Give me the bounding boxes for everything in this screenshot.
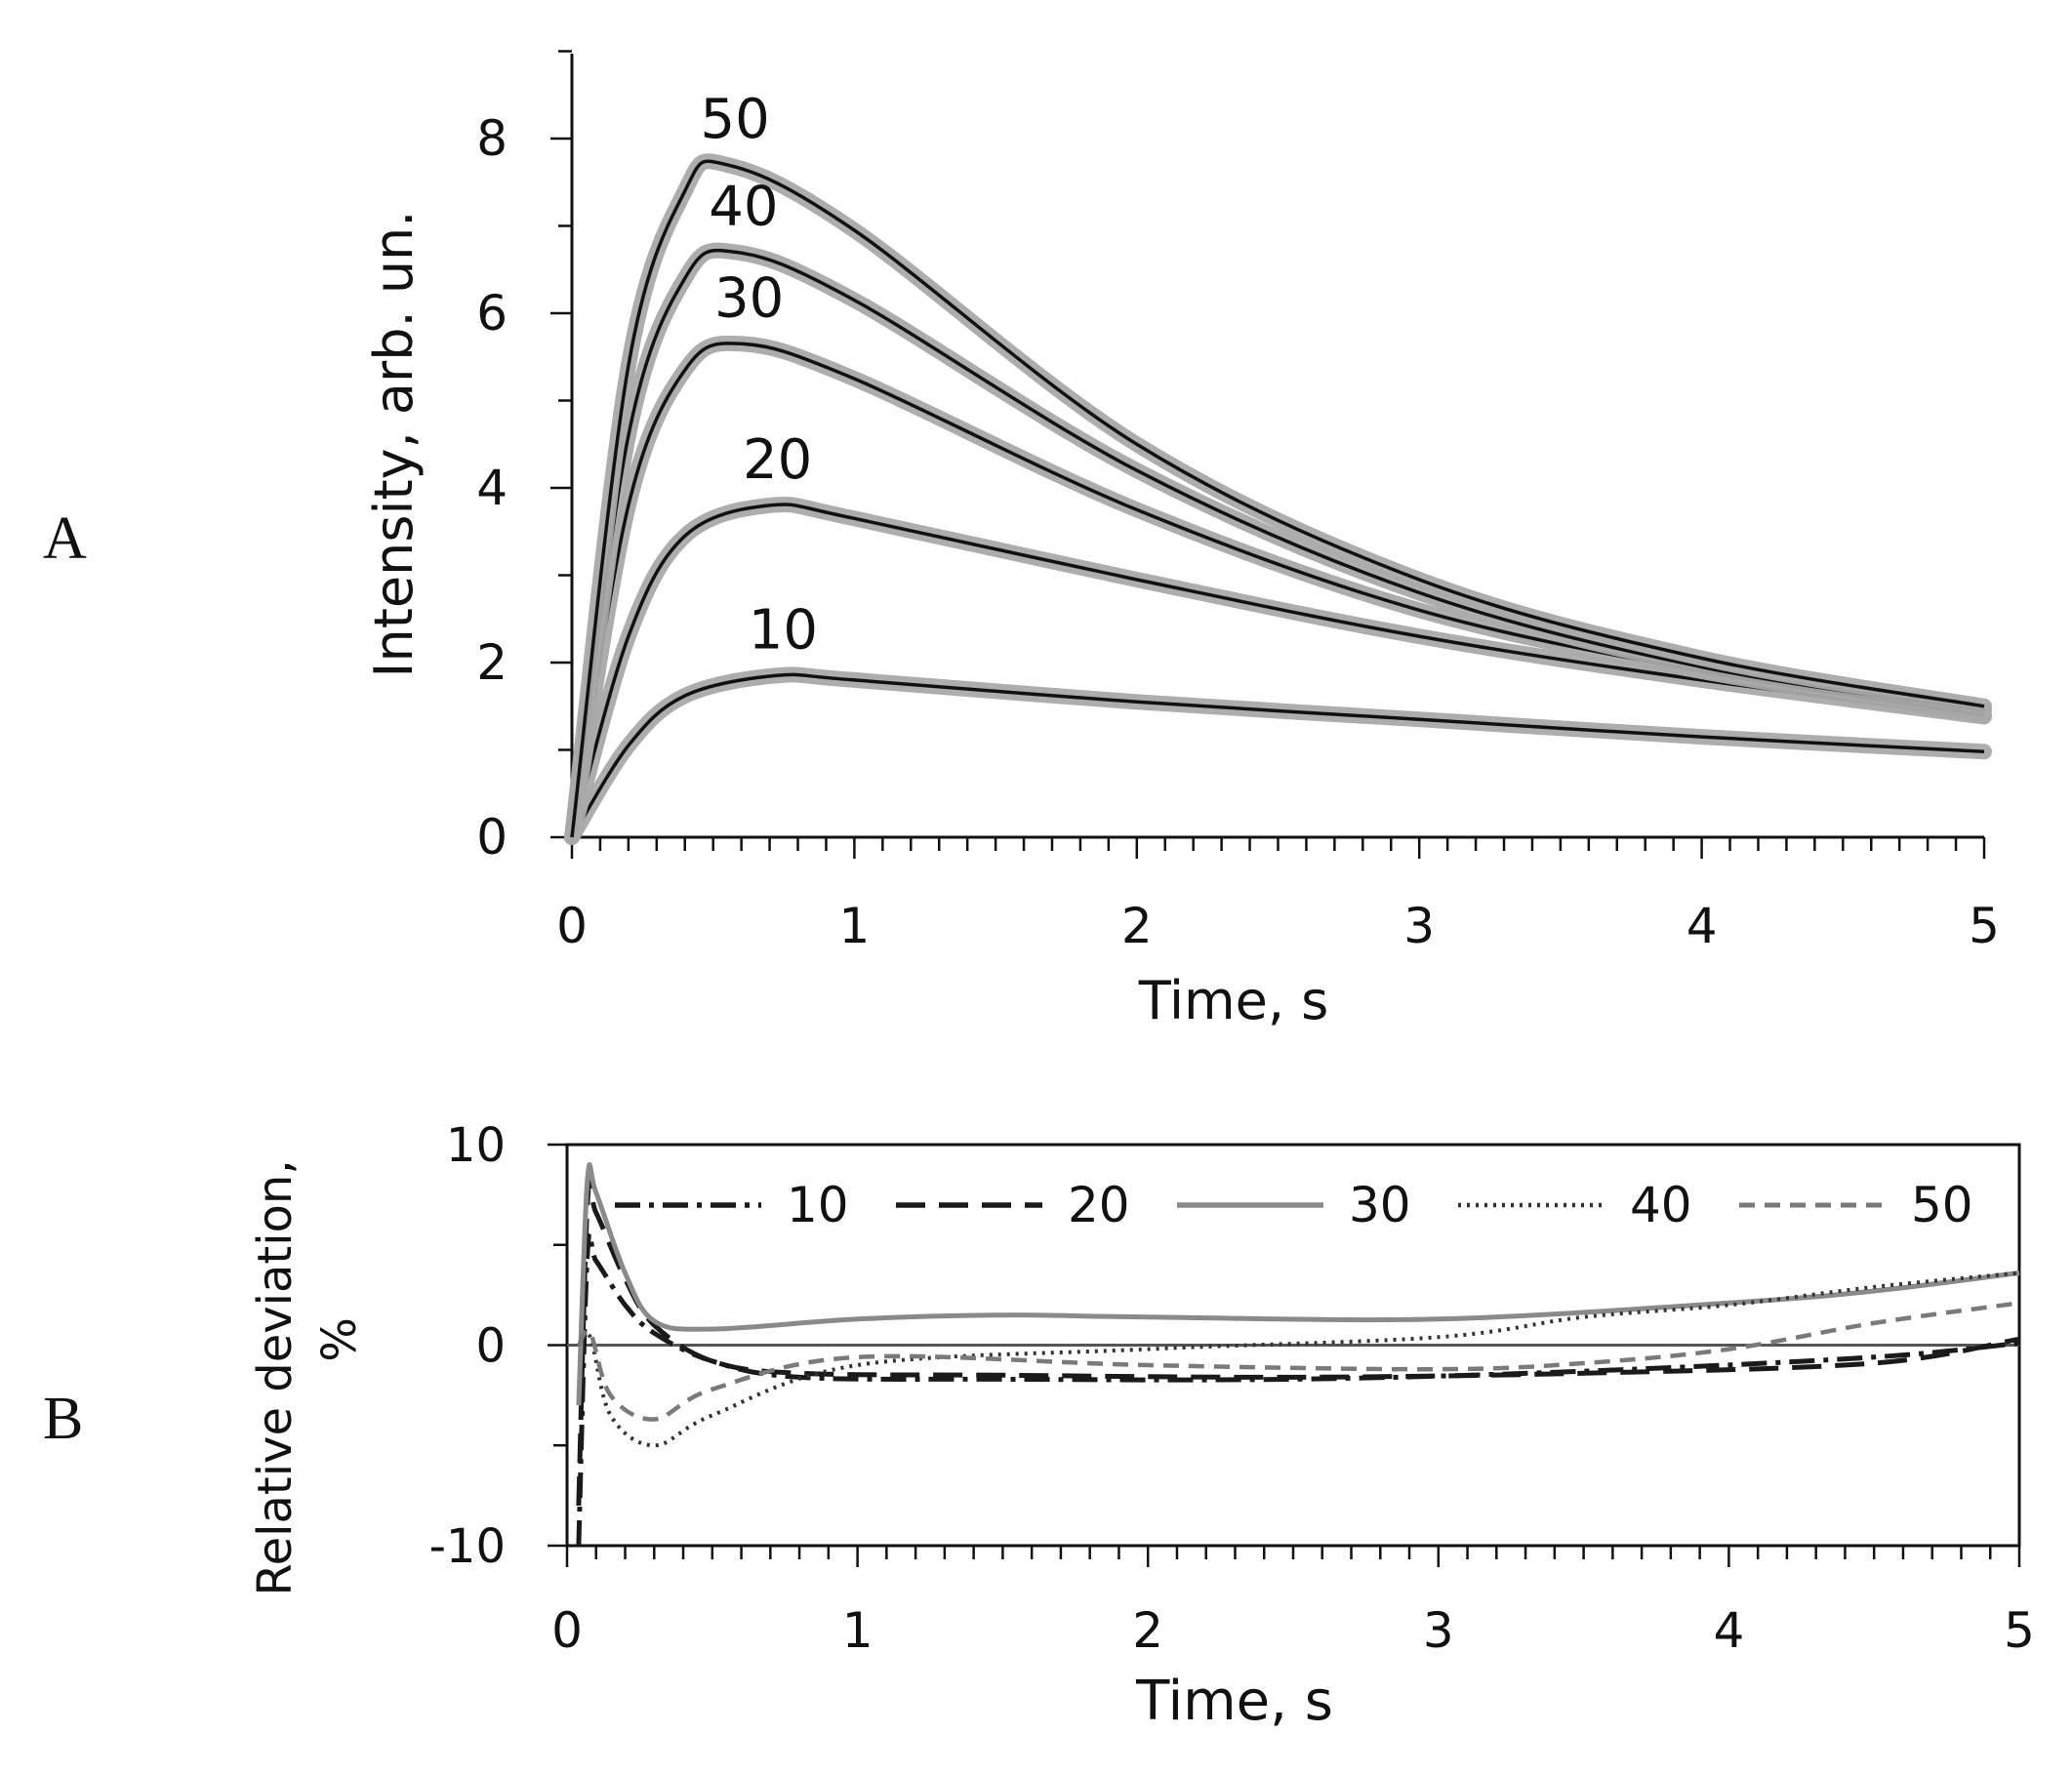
panel-label-a: A xyxy=(43,505,87,572)
series-50-deviation-line xyxy=(576,1301,2020,1422)
chart-a-x-tick-label: 4 xyxy=(1686,898,1718,954)
chart-b-ticks: 0 1 2 3 4 5 -10 0 10 xyxy=(429,1118,2035,1659)
legend-label-40: 40 xyxy=(1630,1177,1692,1233)
chart-b-x-tick-label: 3 xyxy=(1423,1602,1454,1659)
chart-a-series xyxy=(564,153,1992,845)
chart-b: 0 1 2 3 4 5 -10 0 10 10 20 30 40 50 Time, s Relative… xyxy=(248,1118,2035,1733)
chart-a-y-tick-label: 6 xyxy=(476,285,508,342)
chart-b-series xyxy=(576,1162,2020,1547)
chart-b-y-tick-label: 0 xyxy=(475,1319,506,1374)
chart-b-x-tick-label: 0 xyxy=(551,1602,583,1659)
series-50-line xyxy=(570,159,1985,838)
chart-b-x-tick-label: 1 xyxy=(842,1602,873,1659)
chart-a-y-axis-label: Intensity, arb. un. xyxy=(363,211,425,678)
chart-b-x-tick-label: 2 xyxy=(1132,1602,1163,1659)
series-30-label: 30 xyxy=(714,266,784,330)
legend-label-20: 20 xyxy=(1068,1177,1130,1233)
legend-label-10: 10 xyxy=(787,1177,849,1233)
legend-label-30: 30 xyxy=(1349,1177,1411,1233)
series-40-line xyxy=(570,248,1985,838)
series-30-deviation-line xyxy=(576,1162,2020,1406)
legend-label-50: 50 xyxy=(1911,1177,1973,1233)
chart-a-x-axis-label: Time, s xyxy=(1138,970,1329,1031)
chart-a-series-labels: 10 20 30 40 50 xyxy=(701,88,818,663)
series-20-deviation-line xyxy=(576,1180,2020,1506)
series-50-label: 50 xyxy=(701,88,770,151)
chart-a-x-tick-label: 2 xyxy=(1121,898,1153,954)
series-30-band xyxy=(564,335,1992,845)
series-40-label: 40 xyxy=(709,175,778,238)
chart-b-x-axis-label: Time, s xyxy=(1135,1670,1333,1733)
chart-b-x-tick-label: 4 xyxy=(1713,1602,1744,1659)
series-40-band xyxy=(564,242,1992,845)
chart-a-x-tick-label: 1 xyxy=(838,898,870,954)
chart-a-y-tick-label: 2 xyxy=(476,634,508,691)
chart-b-legend: 10 20 30 40 50 xyxy=(615,1177,1973,1233)
chart-a-y-tick-label: 0 xyxy=(476,809,508,866)
series-10-line xyxy=(570,672,1985,838)
series-40-deviation-line xyxy=(577,1270,2020,1448)
chart-b-y-tick-label: 10 xyxy=(446,1118,506,1173)
series-10-deviation-line xyxy=(576,1230,2020,1547)
chart-b-y-axis-label-line2: % xyxy=(312,1317,367,1362)
series-10-label: 10 xyxy=(749,598,818,662)
chart-a-y-tick-label: 8 xyxy=(476,110,508,167)
chart-a-x-tick-label: 5 xyxy=(1969,898,2000,954)
series-30-line xyxy=(570,342,1985,838)
series-20-label: 20 xyxy=(743,428,812,492)
chart-b-x-tick-label: 5 xyxy=(2004,1602,2035,1659)
chart-a-x-tick-label: 0 xyxy=(556,898,588,954)
chart-a-x-tick-label: 3 xyxy=(1403,898,1435,954)
chart-b-y-tick-label: -10 xyxy=(429,1519,506,1574)
chart-a-y-tick-label: 4 xyxy=(476,460,508,516)
series-20-line xyxy=(570,503,1985,838)
panel-label-b: B xyxy=(43,1386,83,1452)
series-10-band xyxy=(564,666,1992,845)
chart-b-y-axis-label-line1: Relative deviation, xyxy=(248,1159,303,1595)
